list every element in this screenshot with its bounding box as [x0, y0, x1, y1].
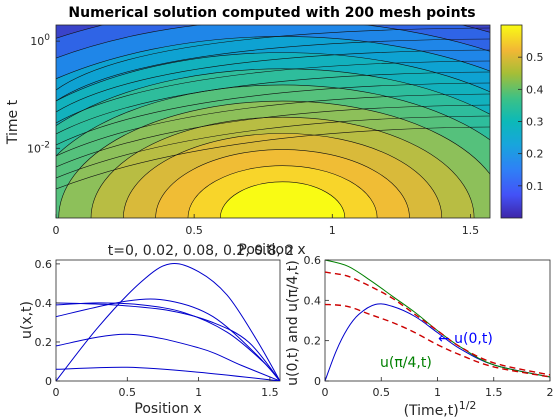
annotation-upi4: u(π/4,t)	[380, 355, 432, 371]
time-x-label-main: (Time,t)	[404, 403, 459, 419]
time-x-label: (Time,t)1/2	[404, 399, 477, 419]
colorbar-tick-label: 0.1	[526, 180, 544, 193]
colorbar-tick-label: 0.2	[526, 148, 544, 161]
heatmap-axes-box	[55, 24, 491, 219]
chart3-title: Position x	[238, 242, 305, 258]
profiles-y-tick-label: 0.6	[35, 258, 53, 271]
contour-band	[219, 181, 346, 218]
profiles-x-tick-label: 0.5	[119, 386, 137, 399]
tick-base: 10	[30, 35, 44, 48]
contour-line	[56, 27, 490, 91]
contour-line	[56, 126, 490, 190]
colorbar-tick-label: 0.4	[526, 83, 544, 96]
contour-line	[56, 38, 490, 102]
profiles-x-tick-label: 0	[53, 386, 60, 399]
time-y-tick-label: 0.4	[304, 294, 322, 307]
dashed-series-line	[325, 303, 550, 378]
colorbar-tick-label: 0.3	[526, 116, 544, 129]
heatmap-y-label: Time t	[5, 99, 21, 145]
profiles-x-label: Position x	[134, 401, 201, 417]
profiles-x-tick-label: 1.5	[261, 386, 279, 399]
time-x-tick-label: 1	[434, 386, 441, 399]
profile-line	[56, 263, 280, 381]
profile-line	[56, 302, 280, 381]
time-y-tick-label: 0.6	[304, 254, 322, 267]
time-y-label: u(0,t) and u(π/4,t)	[285, 260, 301, 386]
profiles-axes-box	[55, 259, 281, 382]
profiles-lines	[56, 263, 280, 381]
time-ticks: 0 0.5 1 1.5 2 0 0.2 0.4 0.6	[304, 254, 554, 399]
time-x-tick-label: 2	[547, 386, 554, 399]
time-x-tick-label: 0.5	[373, 386, 391, 399]
time-y-tick-label: 0	[314, 375, 321, 388]
solid-series-line	[325, 260, 550, 378]
contour-line	[56, 93, 490, 157]
time-axes-box	[324, 259, 551, 382]
chart1-title: Numerical solution computed with 200 mes…	[68, 5, 475, 21]
heatmap-x-tick-label: 1.5	[462, 224, 480, 237]
tick-base: 10	[27, 142, 41, 155]
profile-line	[56, 333, 280, 381]
profiles-y-tick-label: 0.4	[35, 297, 53, 310]
heatmap-x-tick-label: 0.5	[185, 224, 203, 237]
heatmap-y-tick-label: 10-2	[27, 140, 50, 155]
profiles-ticks: 0 0.5 1 1.5 0 0.2 0.4 0.6	[35, 258, 279, 399]
profiles-y-label: u(x,t)	[19, 301, 35, 339]
chart2-title: t=0, 0.02, 0.08, 0.2, 0.8, 2	[108, 243, 294, 259]
contour-line	[56, 104, 490, 168]
time-x-tick-label: 1.5	[485, 386, 503, 399]
colorbar-ticks: 0.1 0.2 0.3 0.4 0.5	[518, 51, 544, 193]
profile-line	[56, 366, 280, 381]
profiles-x-tick-label: 1	[195, 386, 202, 399]
dashed-series-line	[325, 271, 550, 376]
tick-exponent: 0	[44, 33, 50, 43]
heatmap-y-tick-label: 100	[30, 33, 50, 48]
annotation-u0: ← u(0,t)	[438, 331, 493, 347]
contour-line	[56, 60, 490, 124]
contour-line	[56, 49, 490, 113]
time-lines	[325, 260, 550, 381]
time-x-label-sup: 1/2	[459, 399, 477, 412]
contour-line	[56, 71, 490, 135]
colorbar-tick-label: 0.5	[526, 51, 544, 64]
solid-series-line	[325, 303, 550, 381]
heatmap-x-tick-label: 1	[329, 224, 336, 237]
tick-exponent: -2	[41, 140, 50, 150]
time-x-tick-label: 0	[322, 386, 329, 399]
profiles-y-tick-label: 0.2	[35, 336, 53, 349]
contour-line	[56, 82, 490, 146]
profiles-y-tick-label: 0	[45, 375, 52, 388]
contour-line	[56, 115, 490, 179]
heatmap-x-tick-label: 0	[53, 224, 60, 237]
time-y-tick-label: 0.2	[304, 335, 322, 348]
profile-line	[56, 302, 280, 381]
